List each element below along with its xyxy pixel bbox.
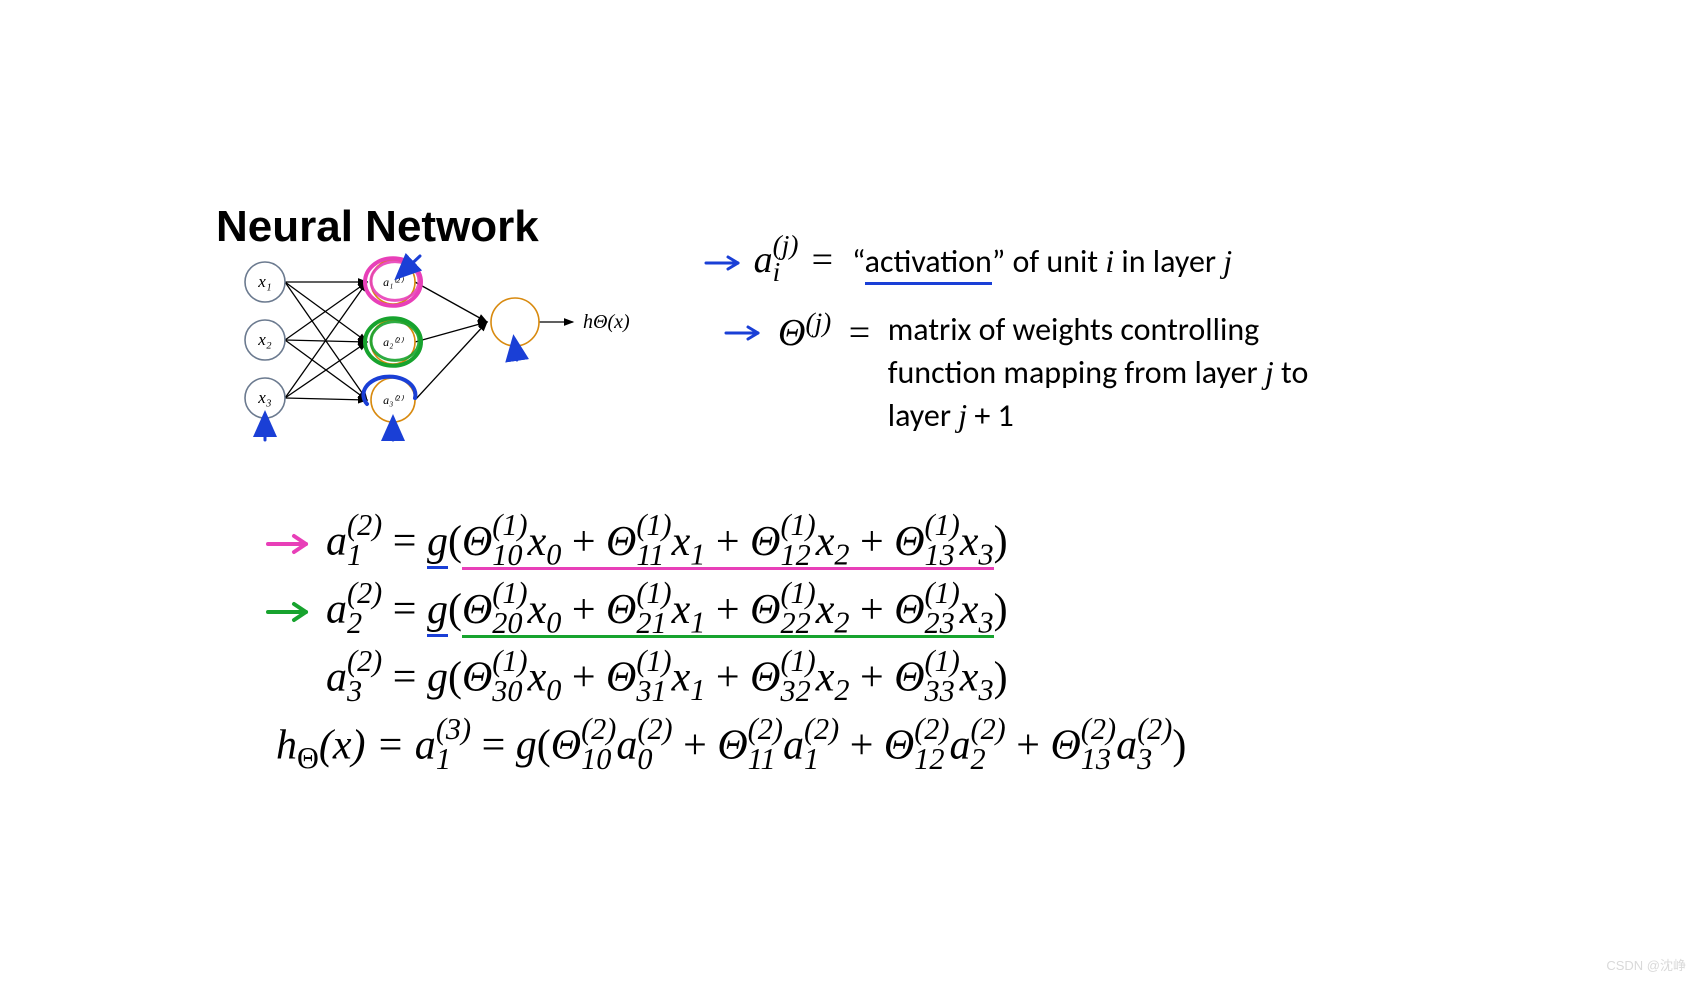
equation-row-3: a(2)3 = g(Θ(1)30x0 + Θ(1)31x1 + Θ(1)32x2… (326, 646, 1008, 706)
equation-row-4: hΘ(x) = a(3)1 = g(Θ(2)10a(2)0 + Θ(2)11a(… (276, 714, 1186, 774)
svg-text:x₁: x₁ (257, 272, 271, 291)
definition-activation: a(j)i = “activation” of unit i in layer … (700, 232, 1232, 287)
svg-text:a₃⁽²⁾: a₃⁽²⁾ (383, 393, 404, 407)
svg-text:a₁⁽²⁾: a₁⁽²⁾ (383, 275, 404, 289)
svg-text:a₂⁽²⁾: a₂⁽²⁾ (383, 335, 404, 349)
svg-text:hΘ(x): hΘ(x) (583, 311, 630, 333)
watermark: CSDN @沈峥 (1606, 955, 1686, 974)
equation-row-2: a(2)2 = g(Θ(1)20x0 + Θ(1)21x1 + Θ(1)22x2… (326, 578, 1008, 638)
svg-text:x₃: x₃ (257, 388, 272, 407)
definition-theta: Θ(j) = matrix of weights controlling fun… (720, 308, 1420, 438)
slide: Neural Network x₁ x₂ x₃ a₁⁽²⁾ a₂⁽²⁾ a₃⁽²⁾ hΘ(x… (0, 0, 1700, 982)
svg-text:x₂: x₂ (257, 330, 272, 349)
equation-row-1: a(2)1 = g(Θ(1)10x0 + Θ(1)11x1 + Θ(1)12x2… (326, 510, 1008, 570)
slide-title: Neural Network (216, 202, 539, 252)
neural-network-diagram: x₁ x₂ x₃ a₁⁽²⁾ a₂⁽²⁾ a₃⁽²⁾ hΘ(x) (225, 250, 665, 450)
